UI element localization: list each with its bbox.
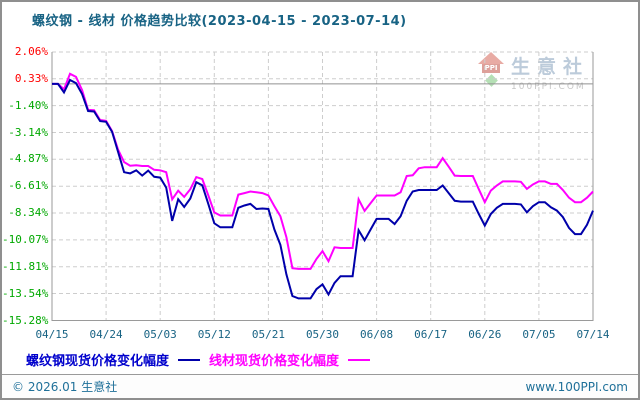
x-tick-label: 05/21 [251, 328, 285, 341]
y-tick-label: -13.54% [2, 286, 49, 300]
legend: 螺纹钢现货价格变化幅度 线材现货价格变化幅度 [26, 350, 371, 369]
x-tick-label: 05/30 [305, 328, 340, 341]
watermark-domain: 100PPI.COM [511, 82, 586, 92]
legend-label-rebar: 螺纹钢现货价格变化幅度 [26, 354, 170, 369]
legend-label-wire: 线材现货价格变化幅度 [209, 354, 340, 369]
legend-line-rebar-icon [178, 358, 201, 361]
y-tick-label: -6.61% [8, 179, 48, 193]
x-tick-label: 06/08 [360, 328, 394, 341]
watermark-ppi-box: PPI [482, 64, 500, 73]
footer-copyright: © 2026.01 生意社 [12, 380, 118, 394]
x-tick-label: 05/03 [143, 328, 177, 341]
x-tick-label: 06/26 [468, 328, 502, 341]
footer-website[interactable]: www.100PPI.com [525, 379, 628, 394]
plot-border [51, 52, 594, 321]
y-tick-label: 2.06% [14, 45, 48, 58]
y-tick-label: -1.40% [8, 98, 48, 112]
x-tick-label: 06/17 [414, 328, 448, 341]
series-line-rebar [52, 78, 594, 300]
x-tick-label: 04/15 [35, 328, 69, 341]
watermark-name: 生意社 [511, 56, 590, 78]
y-tick-label: 0.33% [14, 71, 48, 85]
y-tick-label: -3.14% [8, 125, 48, 139]
series-line-wire [52, 72, 594, 270]
legend-line-wire-icon [348, 358, 371, 361]
y-tick-label: -8.34% [8, 206, 48, 220]
y-tick-label: -15.28% [2, 313, 49, 327]
y-tick-label: -4.87% [8, 152, 48, 166]
footer-bar: © 2026.01 生意社 www.100PPI.com [2, 374, 638, 398]
x-tick-label: 04/24 [89, 328, 123, 341]
y-tick-label: -11.81% [2, 259, 49, 273]
x-tick-label: 07/05 [522, 328, 556, 341]
x-tick-label: 07/14 [576, 328, 610, 341]
plot-area [51, 51, 594, 321]
x-tick-label: 05/12 [197, 328, 231, 341]
y-tick-label: -10.07% [2, 232, 49, 246]
chart-title: 螺纹钢 - 线材 价格趋势比较(2023-04-15 - 2023-07-14) [32, 14, 407, 29]
